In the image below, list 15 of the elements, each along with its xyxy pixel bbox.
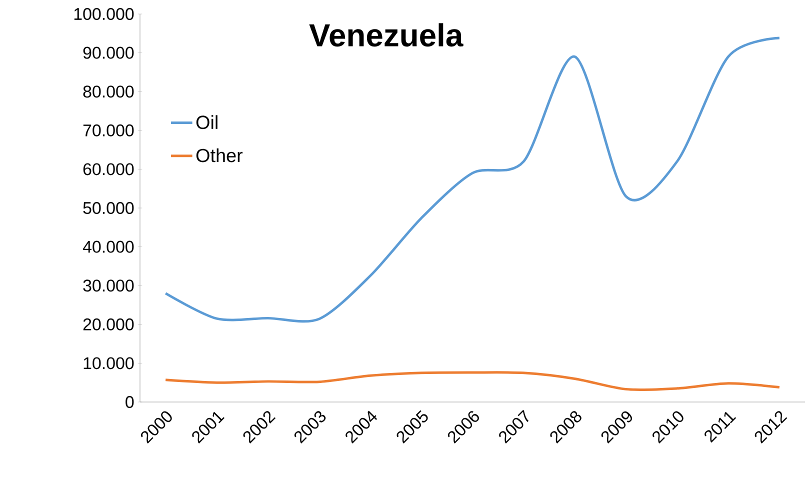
y-tick-label: 40.000 bbox=[82, 240, 134, 253]
y-tick-label: 70.000 bbox=[83, 124, 134, 136]
y-tick-label: 90.000 bbox=[83, 46, 134, 59]
y-tick-label: 80.000 bbox=[83, 86, 134, 98]
y-tick-label: 50.000 bbox=[83, 202, 134, 214]
y-tick-label: 10.000 bbox=[84, 357, 134, 370]
chart-title: Venezuela bbox=[309, 23, 464, 47]
line-series bbox=[164, 371, 781, 392]
legend-label: Oil bbox=[196, 115, 218, 130]
y-tick-label: 20.000 bbox=[83, 318, 134, 330]
y-tick-label: 60.000 bbox=[83, 163, 134, 176]
y-tick-label: 0 bbox=[126, 396, 134, 408]
y-tick-label: 30.000 bbox=[83, 280, 134, 292]
y-tick-label: 100.000 bbox=[74, 8, 134, 20]
legend-label: Other bbox=[196, 148, 243, 162]
